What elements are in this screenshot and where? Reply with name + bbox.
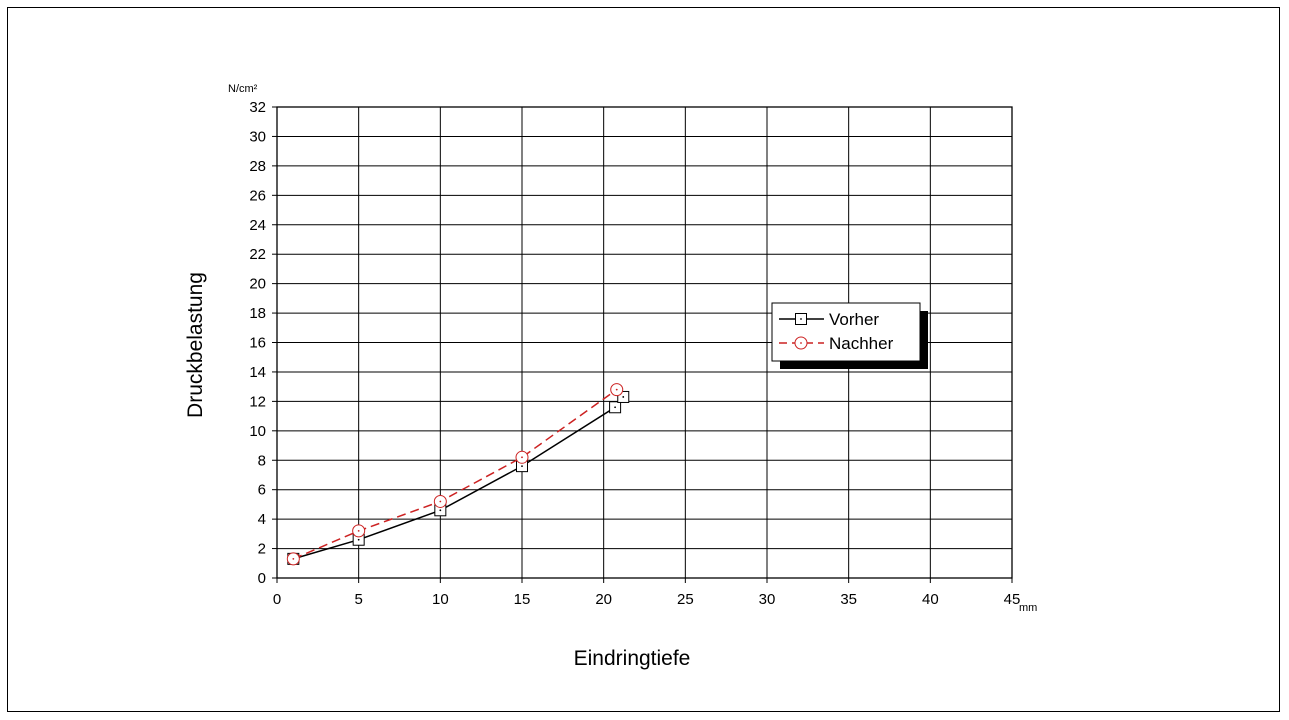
y-tick-label: 32 [249,99,266,116]
legend-item: Nachher [779,334,894,353]
x-tick-label: 25 [677,591,694,608]
series-line [293,396,624,560]
data-point-center-dot [622,396,625,398]
y-tick-label: 14 [249,364,266,381]
y-tick-label: 6 [258,482,266,499]
y-tick-label: 0 [258,570,266,587]
series-line [293,388,618,560]
data-point-center-dot [357,538,360,541]
chart-frame [7,7,1280,712]
tick-labels: 0 5 10 15 20 25 30 35 40 450246810121416182022242… [249,99,1020,608]
y-tick-label: 2 [258,541,266,558]
legend: Vorher Nachher [771,302,928,369]
legend-item: Vorher [779,310,879,329]
x-tick-label: 35 [840,591,857,608]
x-tick-label: 30 [759,591,776,608]
data-point-center-dot [800,318,802,320]
legend-label: Nachher [829,334,894,353]
data-point-center-dot [292,557,295,560]
x-tick-label: 20 [595,591,612,608]
y-tick-label: 20 [249,276,266,293]
data-point-center-dot [614,406,616,409]
y-axis-title: Druckbelastung [184,272,207,418]
x-tick-label: 10 [432,591,449,608]
data-point-center-dot [439,500,442,503]
y-tick-label: 18 [249,305,266,322]
data-point-center-dot [357,530,360,532]
y-tick-label: 4 [258,511,266,528]
y-tick-label: 26 [249,187,266,204]
y-tick-label: 8 [258,452,266,469]
y-tick-label: 12 [249,393,266,410]
y-tick-label: 22 [249,246,266,263]
y-tick-label: 30 [249,128,266,145]
x-axis-title: Eindringtiefe [574,647,691,670]
data-point-center-dot [521,465,523,468]
axes [272,106,1013,583]
legend-label: Vorher [829,310,879,329]
y-tick-label: 28 [249,158,266,175]
y-unit-label: N/cm² [228,83,258,95]
data-point-center-dot [521,456,523,459]
y-tick-label: 24 [249,217,266,234]
x-tick-label: 45 [1004,591,1021,608]
x-tick-label: 40 [922,591,939,608]
data-point-center-dot [439,509,442,512]
data-point-center-dot [800,342,802,344]
x-tick-label: 15 [514,591,531,608]
y-tick-label: 10 [249,423,266,440]
series-nachher [286,383,624,566]
series-layer [286,383,630,566]
x-tick-label: 0 [273,591,281,608]
data-point-center-dot [615,388,618,391]
y-tick-label: 16 [249,335,266,352]
x-tick-label: 5 [354,591,362,608]
series-vorher [287,390,630,565]
legend-box [771,302,921,362]
x-unit-label: mm [1019,602,1037,614]
